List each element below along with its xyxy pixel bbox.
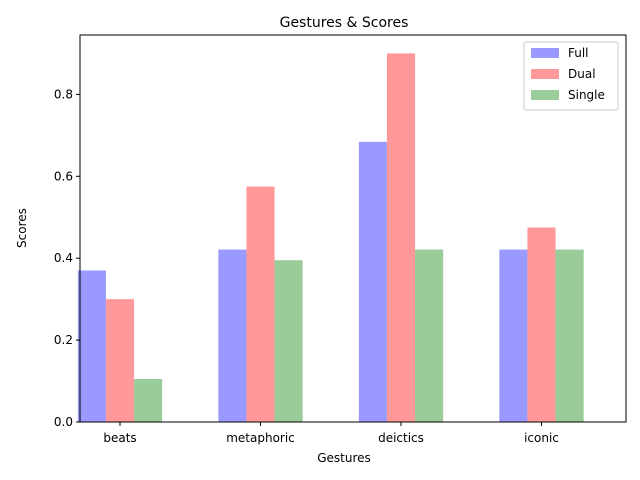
y-tick-label: 0.8 [54, 87, 73, 101]
bar-full-metaphoric [218, 249, 247, 422]
legend-swatch-full [531, 48, 559, 58]
bar-single-deictics [415, 249, 444, 422]
plot-frame [79, 34, 627, 423]
y-tick-label: 0.6 [54, 169, 73, 183]
y-tick-label: 0.0 [54, 415, 73, 429]
bar-dual-iconic [527, 227, 556, 422]
legend-swatch-dual [531, 69, 559, 79]
legend-label-dual: Dual [568, 67, 596, 81]
legend-label-single: Single [568, 88, 605, 102]
bar-full-iconic [499, 249, 528, 422]
x-tick-label-iconic: iconic [524, 431, 559, 445]
x-axis: beats metaphoric deictics iconic [103, 422, 559, 445]
bar-full-deictics [358, 141, 387, 422]
y-axis: 0.0 0.2 0.4 0.6 0.8 [54, 87, 80, 429]
y-tick-label: 0.2 [54, 333, 73, 347]
x-axis-title: Gestures [317, 451, 371, 465]
y-tick-label: 0.4 [54, 251, 73, 265]
bar-dual-metaphoric [246, 186, 275, 422]
chart-title: Gestures & Scores [280, 15, 409, 31]
bar-dual-beats [105, 299, 135, 422]
bars-layer [77, 53, 584, 423]
legend-swatch-single [531, 90, 559, 100]
bar-full-beats [77, 270, 106, 422]
y-axis-title: Scores [15, 208, 29, 248]
x-tick-label-metaphoric: metaphoric [226, 431, 295, 445]
bar-dual-deictics [386, 53, 416, 423]
legend: Full Dual Single [523, 41, 619, 111]
x-tick-label-beats: beats [103, 431, 136, 445]
bar-single-beats [134, 379, 163, 422]
legend-label-full: Full [568, 46, 589, 60]
x-tick-label-deictics: deictics [378, 431, 424, 445]
bar-single-iconic [555, 249, 584, 422]
bar-single-metaphoric [274, 260, 303, 422]
